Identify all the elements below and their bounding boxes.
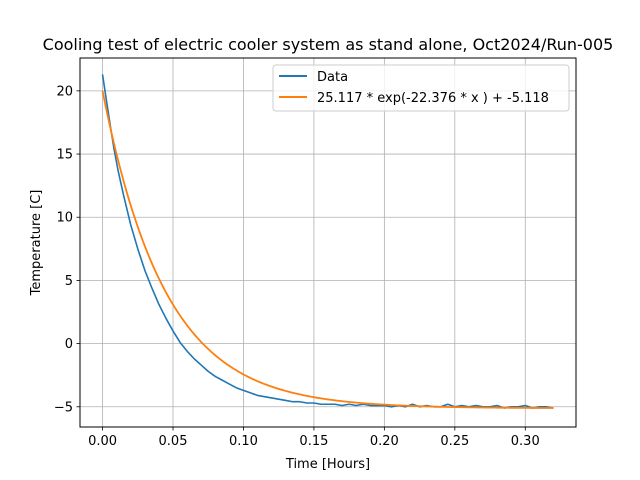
- legend-box: [272, 64, 570, 112]
- legend: Data 25.117 * exp(-22.376 * x ) + -5.118: [272, 64, 570, 112]
- x-tick-label: 0.30: [511, 434, 540, 449]
- x-tick-label: 0.10: [229, 434, 258, 449]
- legend-label-data: Data: [317, 70, 348, 85]
- y-axis-label: Temperature [C]: [29, 190, 44, 297]
- x-axis-label: Time [Hours]: [285, 457, 370, 472]
- y-tick-label: 10: [56, 211, 73, 226]
- x-tick-label: 0.15: [299, 434, 328, 449]
- chart-title: Cooling test of electric cooler system a…: [43, 35, 614, 54]
- grid: [80, 58, 576, 427]
- y-tick-label: 20: [56, 84, 73, 99]
- x-axis-ticks: 0.00 0.05 0.10 0.15 0.20 0.25 0.30: [88, 427, 540, 449]
- x-tick-label: 0.25: [440, 434, 469, 449]
- plot-frame: [79, 57, 577, 428]
- x-tick-label: 0.00: [88, 434, 117, 449]
- y-tick-label: −5: [54, 400, 73, 415]
- x-tick-label: 0.20: [370, 434, 399, 449]
- series-line-data: [101, 74, 554, 409]
- x-tick-label: 0.05: [159, 434, 188, 449]
- y-axis-ticks: −5 0 5 10 15 20: [54, 84, 80, 415]
- legend-label-fit: 25.117 * exp(-22.376 * x ) + -5.118: [317, 91, 549, 106]
- y-tick-label: 15: [56, 148, 73, 163]
- series-layer: [101, 74, 554, 409]
- series-line-fit: [101, 90, 554, 409]
- y-tick-label: 0: [65, 337, 73, 352]
- y-tick-label: 5: [65, 274, 73, 289]
